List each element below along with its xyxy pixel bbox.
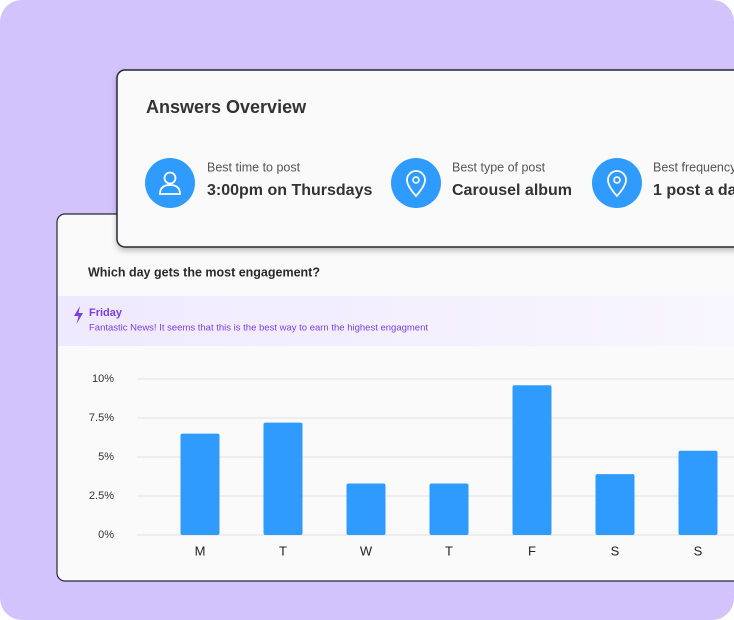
x-tick-label: W <box>360 543 373 558</box>
user-icon <box>159 184 181 195</box>
highlight-band <box>58 296 734 346</box>
bar <box>678 450 718 535</box>
bar <box>429 483 469 535</box>
y-tick-label: 10% <box>92 373 114 385</box>
item-frequency: Best frequency 1 post a day <box>592 158 734 208</box>
pin-icon <box>607 170 627 198</box>
x-tick-label: F <box>528 543 536 558</box>
bar <box>512 385 552 535</box>
y-tick-label: 2.5% <box>89 490 114 502</box>
y-tick-label: 5% <box>98 451 114 463</box>
bar <box>180 433 220 535</box>
item-time: Best time to post 3:00pm on Thursdays <box>145 158 372 208</box>
y-tick-label: 7.5% <box>89 412 114 424</box>
highlight-text: Fantastic News! It seems that this is th… <box>89 323 428 334</box>
item-value: Carousel album <box>452 182 572 199</box>
chart-title: Which day gets the most engagement? <box>88 265 320 279</box>
item-label: Best frequency <box>653 160 734 174</box>
x-tick-label: T <box>445 543 453 558</box>
item-value: 1 post a day <box>653 182 734 199</box>
overview-title: Answers Overview <box>146 97 307 117</box>
x-tick-label: S <box>611 543 620 558</box>
highlight-title: Friday <box>89 307 123 319</box>
pin-icon <box>406 170 426 198</box>
x-tick-label: M <box>195 543 206 558</box>
item-type: Best type of post Carousel album <box>391 158 572 208</box>
bar <box>346 483 386 535</box>
x-tick-label: S <box>694 543 703 558</box>
overview-card: Answers Overview Best time to post 3:00p… <box>116 69 734 248</box>
user-icon <box>163 171 177 185</box>
y-tick-label: 0% <box>98 529 114 541</box>
card <box>116 69 734 248</box>
chart-card: Which day gets the most engagement? Frid… <box>56 213 734 582</box>
item-value: 3:00pm on Thursdays <box>207 182 372 199</box>
bolt-icon <box>74 306 83 324</box>
bar <box>263 422 303 535</box>
x-tick-label: T <box>279 543 287 558</box>
pin-icon <box>412 176 420 184</box>
item-label: Best type of post <box>452 160 546 174</box>
item-label: Best time to post <box>207 160 301 174</box>
pin-icon <box>613 176 621 184</box>
bar <box>595 474 635 535</box>
